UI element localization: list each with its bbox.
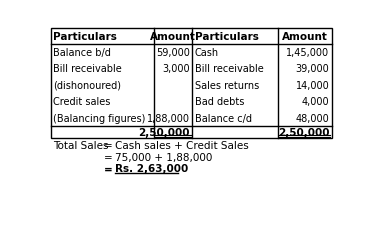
- Text: 4,000: 4,000: [302, 97, 329, 107]
- Bar: [50, 29, 332, 139]
- Text: Amount: Amount: [282, 32, 327, 42]
- Text: Balance b/d: Balance b/d: [53, 48, 111, 57]
- Text: =: =: [104, 152, 113, 162]
- Text: 1,45,000: 1,45,000: [286, 48, 329, 57]
- Text: 3,000: 3,000: [162, 64, 190, 74]
- Text: 2,50,000: 2,50,000: [138, 128, 190, 137]
- Text: Cash sales + Credit Sales: Cash sales + Credit Sales: [115, 141, 248, 150]
- Text: 48,000: 48,000: [296, 113, 329, 123]
- Text: Sales returns: Sales returns: [195, 80, 259, 90]
- Text: 59,000: 59,000: [156, 48, 190, 57]
- Text: 75,000 + 1,88,000: 75,000 + 1,88,000: [115, 152, 212, 162]
- Text: Total Sales: Total Sales: [53, 141, 108, 150]
- Text: Bad debts: Bad debts: [195, 97, 244, 107]
- Text: 2,50,000: 2,50,000: [278, 128, 329, 137]
- Text: Particulars: Particulars: [195, 32, 258, 42]
- Text: Bill receivable: Bill receivable: [53, 64, 122, 74]
- Text: (Balancing figures): (Balancing figures): [53, 113, 145, 123]
- Text: Cash: Cash: [195, 48, 219, 57]
- Text: (dishonoured): (dishonoured): [53, 80, 121, 90]
- Text: Credit sales: Credit sales: [53, 97, 110, 107]
- Text: =: =: [104, 141, 113, 150]
- Text: Rs. 2,63,000: Rs. 2,63,000: [115, 164, 188, 174]
- Text: Bill receivable: Bill receivable: [195, 64, 263, 74]
- Text: =: =: [104, 164, 113, 174]
- Text: 39,000: 39,000: [296, 64, 329, 74]
- Text: Particulars: Particulars: [53, 32, 117, 42]
- Text: 14,000: 14,000: [296, 80, 329, 90]
- Text: Balance c/d: Balance c/d: [195, 113, 252, 123]
- Text: 1,88,000: 1,88,000: [147, 113, 190, 123]
- Text: Amount: Amount: [150, 32, 196, 42]
